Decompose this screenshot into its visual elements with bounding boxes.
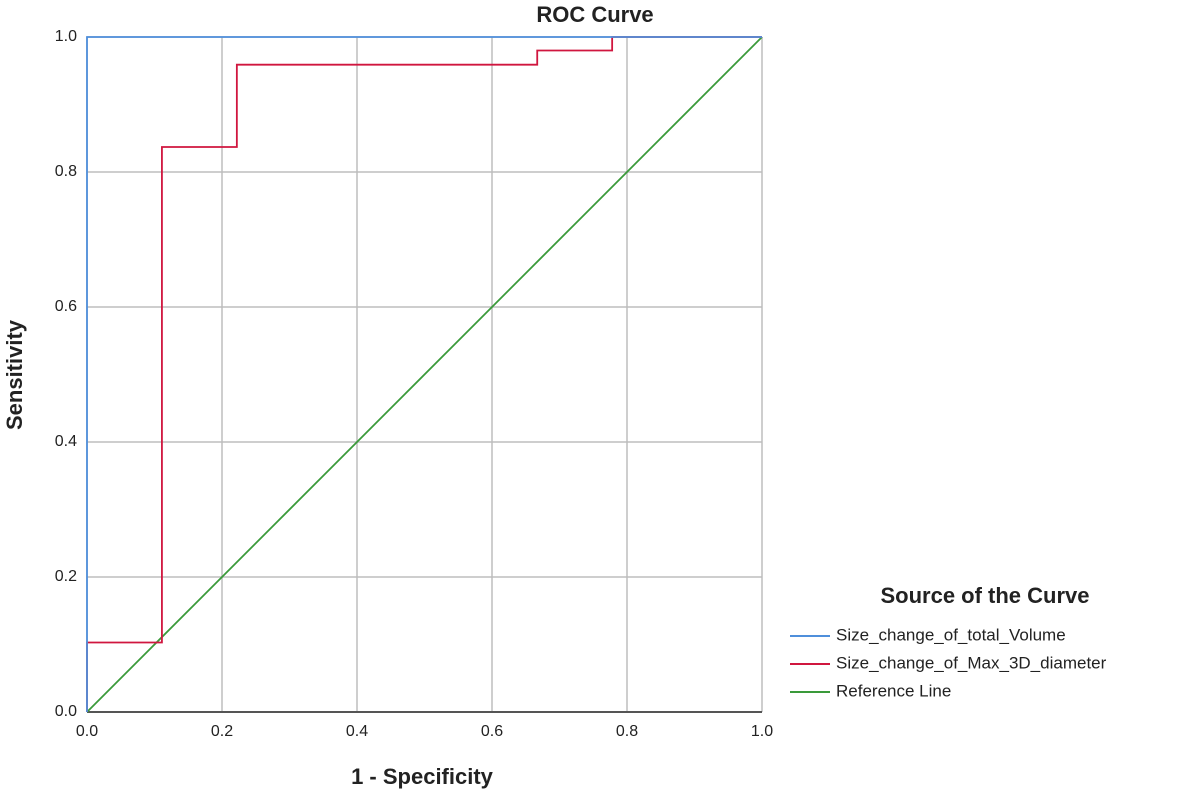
y-tick-label: 1.0 (55, 28, 77, 45)
y-tick-label: 0.8 (55, 163, 77, 180)
y-tick-label: 0.2 (55, 568, 77, 585)
legend-label: Size_change_of_Max_3D_diameter (836, 653, 1107, 672)
roc-line (86, 36, 762, 712)
chart-title: ROC Curve (536, 2, 653, 27)
roc-line (86, 36, 763, 713)
x-tick-label: 0.2 (211, 723, 233, 740)
y-tick-label: 0.0 (55, 703, 77, 720)
x-axis-label: 1 - Specificity (351, 764, 494, 789)
roc-line (86, 36, 762, 712)
legend-label: Size_change_of_total_Volume (836, 625, 1066, 644)
y-axis-label: Sensitivity (2, 319, 27, 430)
x-tick-label: 0.6 (481, 723, 503, 740)
x-tick-label: 0.4 (346, 723, 368, 740)
legend-title: Source of the Curve (880, 583, 1089, 608)
x-tick-label: 0.8 (616, 723, 638, 740)
y-tick-label: 0.6 (55, 298, 77, 315)
y-tick-label: 0.4 (55, 433, 77, 450)
legend-label: Reference Line (836, 681, 951, 700)
x-tick-label: 1.0 (751, 723, 773, 740)
x-tick-label: 0.0 (76, 723, 98, 740)
